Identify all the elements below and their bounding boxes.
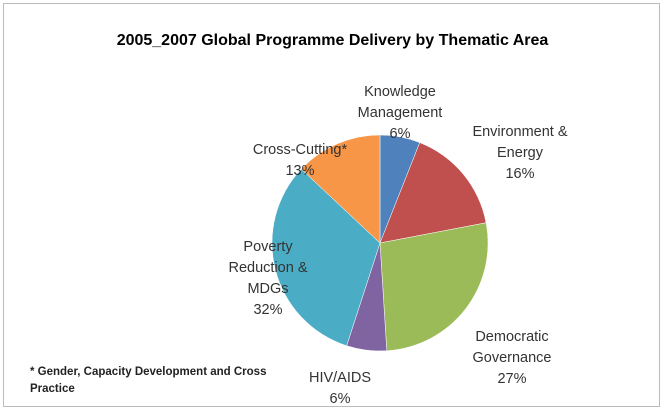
- slice-label: Poverty Reduction & MDGs 32%: [222, 237, 314, 321]
- value-label: 6%: [329, 391, 351, 407]
- slice-label: Knowledge Management 6%: [353, 82, 448, 145]
- pie-slice: [300, 134, 381, 244]
- chart-frame: [3, 3, 660, 407]
- category-label: Environment & Energy: [472, 124, 568, 161]
- value-label: 6%: [389, 126, 411, 142]
- footnote: * Gender, Capacity Development and Cross…: [30, 366, 267, 395]
- slice-label: HIV/AIDS 6%: [295, 368, 385, 410]
- pie-slice: [379, 142, 487, 244]
- value-label: 32%: [253, 302, 283, 318]
- value-label: 16%: [505, 166, 535, 182]
- pie-slice: [271, 168, 381, 347]
- category-label: HIV/AIDS: [308, 370, 372, 386]
- chart-title: 2005_2007 Global Programme Delivery by T…: [116, 32, 549, 49]
- category-label: Democratic Governance: [472, 329, 552, 366]
- value-label: 13%: [285, 163, 315, 179]
- slice-label: Democratic Governance 27%: [457, 327, 567, 390]
- category-label: Knowledge Management: [357, 84, 443, 121]
- category-label: Poverty Reduction & MDGs: [228, 239, 308, 297]
- pie-slice: [379, 222, 489, 352]
- slice-label: Environment & Energy 16%: [466, 122, 574, 185]
- category-label: Cross-Cutting*: [252, 142, 348, 158]
- slice-label: Cross-Cutting* 13%: [243, 140, 358, 182]
- value-label: 27%: [497, 371, 527, 387]
